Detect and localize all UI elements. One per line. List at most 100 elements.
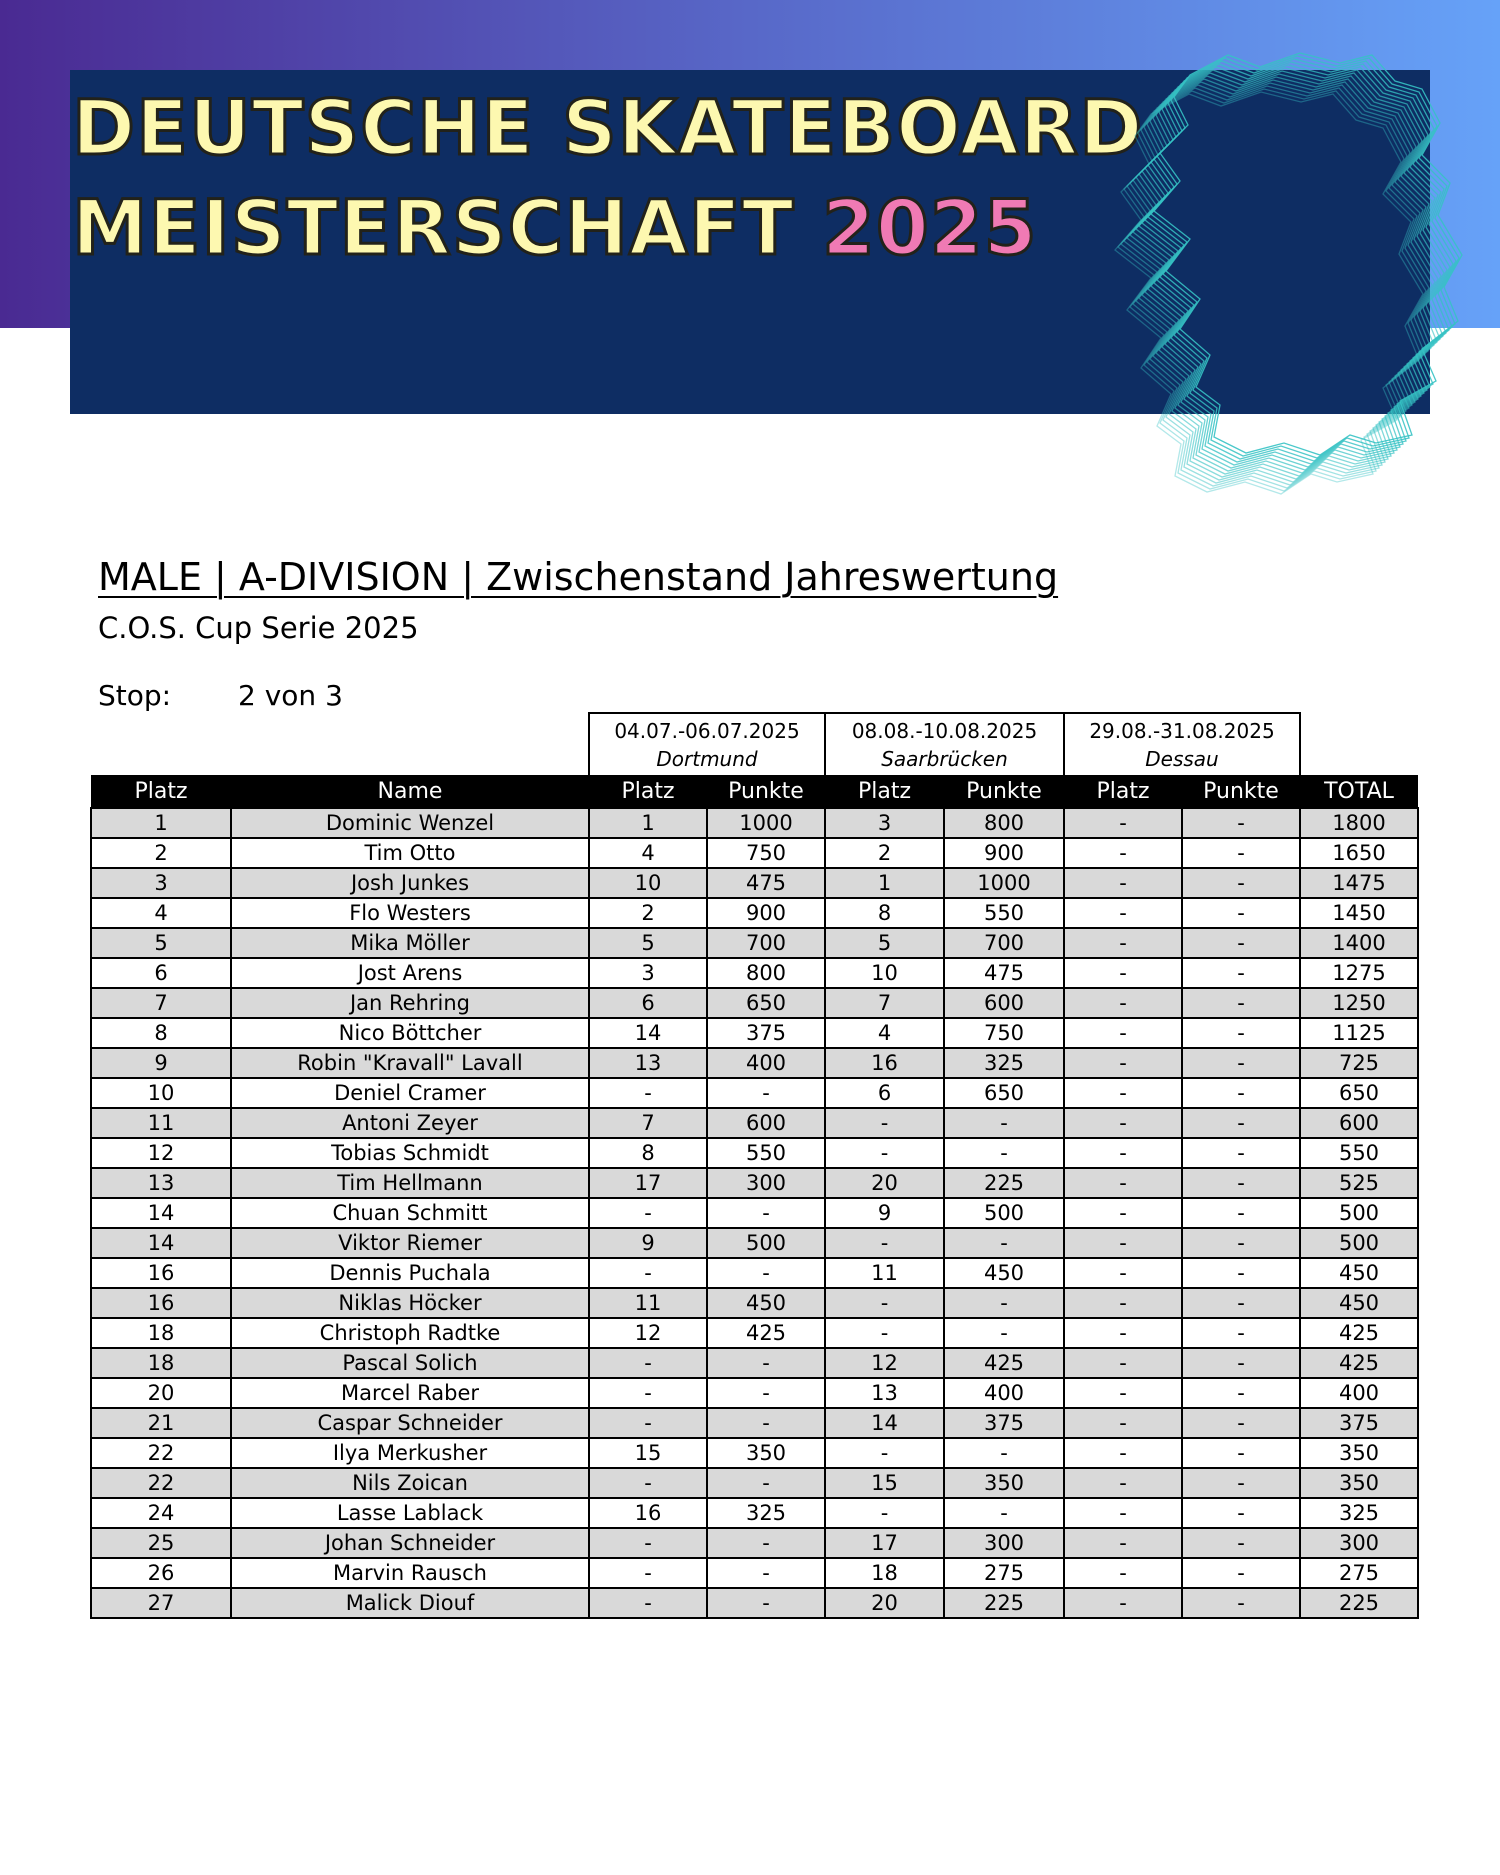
cell-event2-platz: 1 [824, 867, 945, 899]
cell-event1-platz: 2 [588, 897, 708, 929]
col-event2-punkte: Punkte [944, 775, 1064, 808]
cell-event1-platz: 1 [588, 807, 708, 839]
cell-event1-platz: - [588, 1077, 708, 1109]
cell-name: Marcel Raber [230, 1377, 590, 1409]
cell-event2-platz: 11 [824, 1257, 945, 1289]
table-row: 12 Tobias Schmidt 8 550- - - -550 [90, 1137, 1419, 1169]
cell-rank: 14 [90, 1227, 232, 1259]
cell-event1-platz: 12 [588, 1317, 708, 1349]
cell-event3-punkte: - [1181, 1137, 1301, 1169]
cell-total: 425 [1299, 1317, 1419, 1349]
stop-label: Stop: [98, 679, 172, 712]
cell-rank: 4 [90, 897, 232, 929]
event-dates: 04.07.-06.07.2025 [614, 718, 800, 743]
cell-event1-punkte: 600 [706, 1107, 826, 1139]
cell-event1-platz: 5 [588, 927, 708, 959]
cell-event3-platz: - [1063, 1317, 1183, 1349]
cell-event3-punkte: - [1181, 837, 1301, 869]
cell-name: Malick Diouf [230, 1587, 590, 1619]
cell-total: 1650 [1299, 837, 1419, 869]
cell-event3-punkte: - [1181, 867, 1301, 899]
table-row: 27 Malick Diouf - -20 225- -225 [90, 1587, 1419, 1619]
cell-event3-platz: - [1063, 897, 1183, 929]
cell-rank: 20 [90, 1377, 232, 1409]
cell-event2-platz: - [824, 1107, 945, 1139]
cell-event2-platz: - [824, 1137, 945, 1169]
table-row: 3 Josh Junkes 10 475 1 1000- -1475 [90, 867, 1419, 899]
cell-rank: 24 [90, 1497, 232, 1529]
cell-total: 375 [1299, 1407, 1419, 1439]
cell-event3-punkte: - [1181, 1167, 1301, 1199]
cell-total: 1450 [1299, 897, 1419, 929]
cell-event2-platz: 20 [824, 1167, 945, 1199]
cell-rank: 16 [90, 1257, 232, 1289]
cell-total: 275 [1299, 1557, 1419, 1589]
cell-event2-punkte: 750 [943, 1017, 1065, 1049]
table-row: 13 Tim Hellmann 17 300 20 225- -525 [90, 1167, 1419, 1199]
cell-event1-punkte: 700 [706, 927, 826, 959]
cell-event2-platz: - [824, 1437, 945, 1469]
cell-event2-platz: 17 [824, 1527, 945, 1559]
cell-event2-punkte: 350 [943, 1467, 1065, 1499]
title-banner [70, 70, 1430, 414]
cell-name: Jan Rehring [230, 987, 590, 1019]
table-row: 26 Marvin Rausch - -18 275- -275 [90, 1557, 1419, 1589]
cell-name: Mika Möller [230, 927, 590, 959]
cell-event1-punkte: - [706, 1077, 826, 1109]
cell-event3-platz: - [1063, 1587, 1183, 1619]
cell-event1-platz: - [588, 1467, 708, 1499]
cell-event2-platz: 13 [824, 1377, 945, 1409]
cell-event3-punkte: - [1181, 807, 1301, 839]
cell-rank: 22 [90, 1467, 232, 1499]
cell-total: 400 [1299, 1377, 1419, 1409]
cell-event2-platz: 8 [824, 897, 945, 929]
germany-map-outline-graphic [1114, 52, 1463, 495]
cell-event1-punkte: 1000 [706, 807, 826, 839]
cell-event1-punkte: 375 [706, 1017, 826, 1049]
cell-total: 1800 [1299, 807, 1419, 839]
cell-rank: 26 [90, 1557, 232, 1589]
cell-rank: 16 [90, 1287, 232, 1319]
cell-event2-punkte: 325 [943, 1047, 1065, 1079]
cell-event3-punkte: - [1181, 1047, 1301, 1079]
cell-name: Jost Arens [230, 957, 590, 989]
cell-event2-platz: - [824, 1497, 945, 1529]
event-dortmund: 04.07.-06.07.2025 Dortmund [588, 712, 826, 775]
map-contour-line [1123, 82, 1433, 486]
cell-event1-punkte: - [706, 1347, 826, 1379]
cell-event2-platz: 5 [824, 927, 945, 959]
cell-name: Chuan Schmitt [230, 1197, 590, 1229]
cell-event2-punkte: 650 [943, 1077, 1065, 1109]
cell-event3-platz: - [1063, 927, 1183, 959]
col-platz: Platz [91, 775, 231, 808]
cell-rank: 22 [90, 1437, 232, 1469]
cell-event3-punkte: - [1181, 1557, 1301, 1589]
title-year: 2025 [821, 182, 1039, 274]
cell-event2-platz: 18 [824, 1557, 945, 1589]
cell-total: 1250 [1299, 987, 1419, 1019]
cell-event1-punkte: - [706, 1197, 826, 1229]
cell-event2-punkte: 400 [943, 1377, 1065, 1409]
map-contour-line [1120, 85, 1430, 489]
col-event2-platz: Platz [825, 775, 944, 808]
cell-total: 450 [1299, 1257, 1419, 1289]
cell-name: Caspar Schneider [230, 1407, 590, 1439]
table-row: 16 Niklas Höcker 11 450- - - -450 [90, 1287, 1419, 1319]
cell-name: Marvin Rausch [230, 1557, 590, 1589]
cell-event2-punkte: 1000 [943, 867, 1065, 899]
table-row: 1 Dominic Wenzel 1 1000 3 800- -1800 [90, 807, 1419, 839]
table-row: 9 Robin "Kravall" Lavall 13 400 16 325- -725 [90, 1047, 1419, 1079]
table-row: 20 Marcel Raber - -13 400- -400 [90, 1377, 1419, 1409]
event-dessau: 29.08.-31.08.2025 Dessau [1063, 712, 1301, 775]
cell-name: Tobias Schmidt [230, 1137, 590, 1169]
cell-event3-platz: - [1063, 1107, 1183, 1139]
table-row: 22 Ilya Merkusher 15 350- - - -350 [90, 1437, 1419, 1469]
cell-event1-platz: 7 [588, 1107, 708, 1139]
cell-rank: 9 [90, 1047, 232, 1079]
cell-event1-punkte: 450 [706, 1287, 826, 1319]
cell-event1-platz: 16 [588, 1497, 708, 1529]
cell-event3-platz: - [1063, 1197, 1183, 1229]
cell-event2-platz: 9 [824, 1197, 945, 1229]
cell-rank: 6 [90, 957, 232, 989]
cell-event3-platz: - [1063, 837, 1183, 869]
